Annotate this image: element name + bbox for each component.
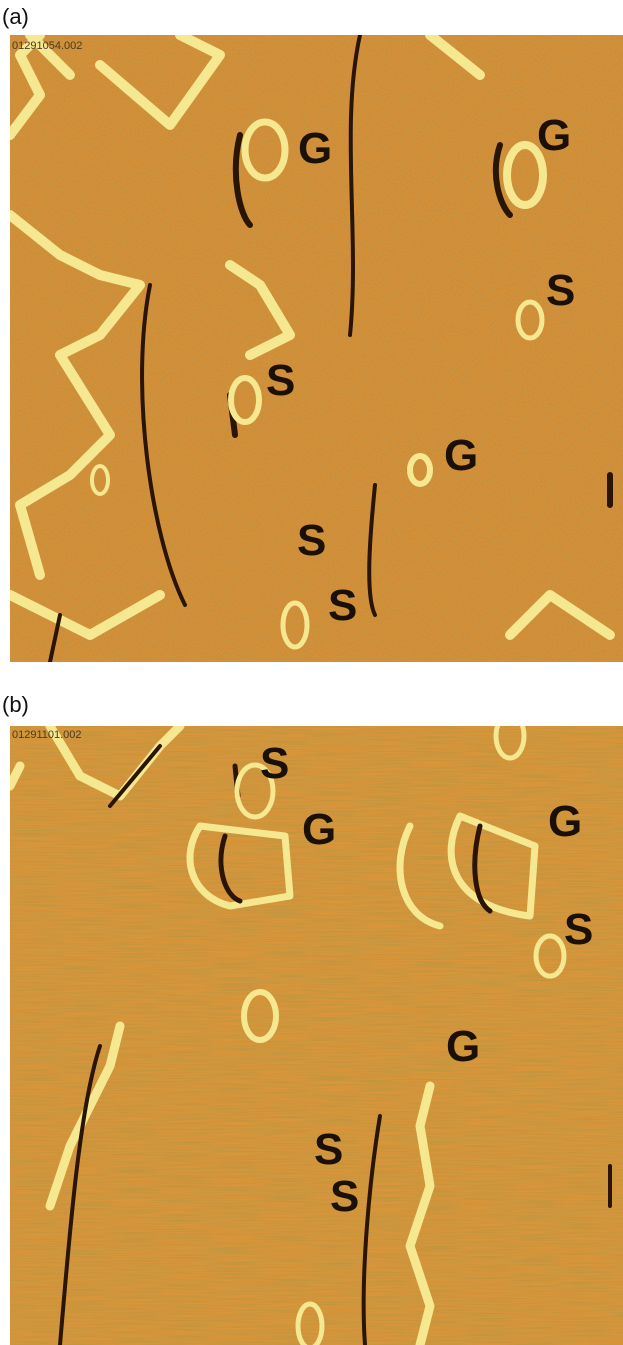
feature-label: G <box>446 1022 480 1071</box>
panel-label: (a) <box>2 4 29 30</box>
afm-image: 01291101.002 G G S S G S S <box>10 726 623 1345</box>
feature-label: G <box>548 797 582 846</box>
feature-label: S <box>546 266 575 315</box>
feature-label: G <box>444 431 478 480</box>
panel-label: (b) <box>2 692 29 718</box>
feature-label: S <box>297 516 326 565</box>
feature-label: G <box>537 111 571 160</box>
afm-image: 01291054.002 G G S S G S S <box>10 35 623 662</box>
page: {"panels": [ {"label": "(a)", "filename"… <box>0 0 623 1345</box>
feature-label: G <box>298 124 332 173</box>
feature-label: G <box>302 805 336 854</box>
file-name: 01291101.002 <box>12 729 82 741</box>
feature-label: S <box>328 581 357 630</box>
file-name: 01291054.002 <box>12 40 82 52</box>
feature-label: S <box>266 356 295 405</box>
feature-label: S <box>314 1125 343 1174</box>
feature-label: S <box>564 905 593 954</box>
feature-label: S <box>260 739 289 788</box>
feature-label: S <box>330 1172 359 1221</box>
